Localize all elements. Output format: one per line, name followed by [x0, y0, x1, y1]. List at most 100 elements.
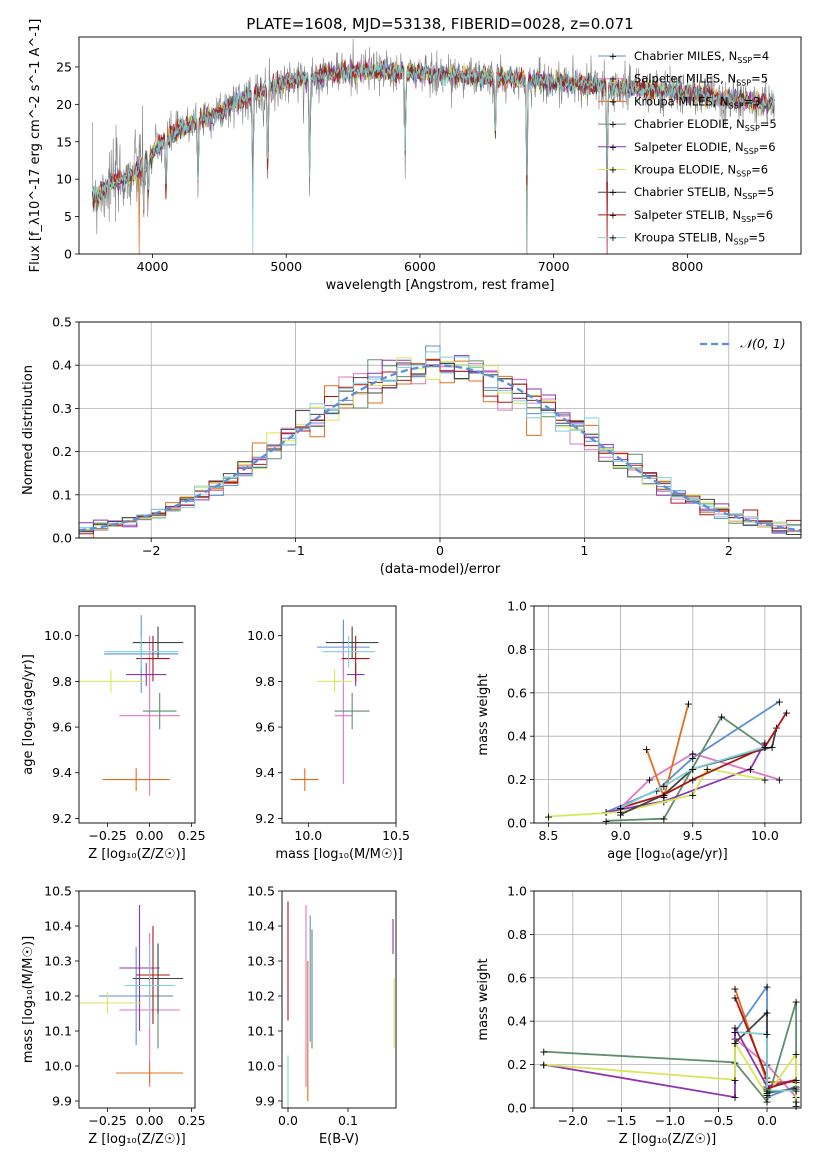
weight-point-marker: +	[792, 1085, 801, 1098]
weight-point-marker: +	[688, 789, 697, 802]
axes-frame	[533, 605, 802, 824]
histogram-step	[79, 351, 801, 536]
weight-point-marker: +	[762, 1089, 771, 1102]
legend-label: Kroupa STELIB, NSSP=5	[634, 231, 766, 247]
weight-series-line	[620, 711, 788, 809]
y-tick-label: 0.4	[52, 358, 72, 373]
legend-nssp-sub: SSP	[736, 170, 751, 179]
legend-nssp-prefix: , N	[725, 208, 741, 222]
legend-series-name: Salpeter STELIB	[634, 208, 725, 222]
y-tick-label: 0	[64, 247, 72, 262]
y-tick-label: 10.5	[247, 884, 275, 899]
x-axis-label: Z [log₁₀(Z/Z☉)]	[88, 1132, 185, 1147]
y-tick-label: 9.9	[52, 1094, 72, 1109]
y-tick-label: 0.6	[507, 970, 527, 985]
y-axis-label: Flux [f_λ10^-17 erg cm^-2 s^-1 A^-1]	[28, 19, 43, 273]
x-tick-label: −0.25	[88, 828, 126, 843]
y-tick-label: 0.2	[52, 444, 72, 459]
weight-point-marker: +	[760, 741, 769, 754]
x-axis-label: age [log₁₀(age/yr)]	[607, 847, 728, 862]
weight-point-marker: +	[792, 1095, 801, 1108]
weight-point-marker: +	[684, 698, 693, 711]
weight-point-marker: +	[652, 784, 661, 797]
weight-point-marker: +	[539, 1059, 548, 1072]
legend-label: Kroupa ELODIE, NSSP=6	[634, 163, 768, 179]
y-tick-label: 9.6	[52, 720, 72, 735]
weight-point-marker: +	[688, 774, 697, 787]
y-tick-label: 10.0	[44, 1059, 72, 1074]
y-tick-label: 25	[56, 59, 72, 74]
weight-point-marker: +	[768, 741, 777, 754]
chart-spectrum: 4000 5000 6000 7000 8000 0 5 10 15 20 25 wavelength…	[28, 19, 802, 293]
legend-nssp-eq: =	[749, 231, 759, 245]
x-tick-label: 10.0	[294, 828, 322, 843]
x-tick-label: 10.0	[751, 828, 779, 843]
y-tick-label: 0.1	[52, 487, 72, 502]
legend-label: Kroupa MILES, NSSP=3	[634, 94, 761, 110]
y-tick-label: 9.4	[255, 765, 275, 780]
y-axis-label: mass [log₁₀(M/M☉)]	[21, 936, 36, 1063]
x-tick-label: −0.25	[88, 1113, 126, 1128]
legend-nssp-sub: SSP	[736, 79, 751, 88]
legend-marker: +	[609, 188, 617, 199]
legend-series-name: Salpeter MILES	[634, 72, 720, 86]
weight-series-line	[543, 1039, 797, 1102]
weight-point-marker: +	[645, 774, 654, 787]
chart-weight-vs-Z: −2.0 −1.5 −1.0 −0.5 0.0 0.0 0.2 0.4 0.6 0.8 1.0 Z […	[476, 884, 802, 1147]
legend-label: Chabrier MILES, NSSP=4	[634, 49, 769, 65]
legend-nssp-prefix: , N	[720, 163, 736, 177]
x-tick-label: 7000	[538, 259, 570, 274]
x-tick-label: 0.0	[278, 1113, 298, 1128]
legend-label: Salpeter ELODIE, NSSP=6	[634, 140, 776, 156]
x-tick-label: 0	[436, 543, 444, 558]
weight-point-marker: +	[782, 706, 791, 719]
chart-age-vs-Z: −0.25 0.00 0.25 9.2 9.4 9.6 9.8 10.0 Z [log₁₀(Z/…	[21, 605, 206, 862]
y-tick-label: 10.0	[247, 628, 275, 643]
weight-point-marker: +	[616, 806, 625, 819]
weight-series-line	[548, 767, 766, 818]
weight-point-marker: +	[539, 1046, 548, 1059]
legend-marker: +	[609, 165, 617, 176]
x-axis-label: wavelength [Angstrom, rest frame]	[326, 278, 555, 293]
legend-nssp-eq: =	[751, 72, 761, 86]
weight-series-line	[606, 715, 766, 822]
y-tick-label: 10.3	[44, 954, 72, 969]
y-tick-label: 0.0	[52, 531, 72, 546]
y-tick-label: 0.5	[52, 315, 72, 330]
legend-label: Salpeter MILES, NSSP=5	[634, 72, 768, 88]
y-tick-label: 10.0	[247, 1059, 275, 1074]
axes-frame	[533, 890, 802, 1109]
x-tick-label: −1	[286, 543, 304, 558]
weight-point-marker: +	[775, 774, 784, 787]
legend-series-name: Kroupa ELODIE	[634, 163, 720, 177]
x-tick-label: −1.5	[606, 1113, 636, 1128]
weight-point-marker: +	[642, 743, 651, 756]
weight-point-marker: +	[616, 802, 625, 815]
legend-nssp-sub: SSP	[729, 101, 744, 110]
weight-point-marker: +	[730, 1037, 739, 1050]
x-axis-label: (data-model)/error	[380, 562, 501, 577]
legend-nssp-sub: SSP	[745, 124, 760, 133]
y-tick-label: 10.1	[247, 1024, 275, 1039]
weight-point-marker: +	[762, 980, 771, 993]
y-tick-label: 9.9	[255, 1094, 275, 1109]
weight-point-marker: +	[544, 810, 553, 823]
weight-series-line	[543, 1001, 797, 1106]
weight-point-marker: +	[792, 996, 801, 1009]
weight-point-marker: +	[659, 813, 668, 826]
x-tick-label: 8000	[671, 259, 703, 274]
weight-series-line	[734, 1031, 797, 1092]
x-tick-label: −0.5	[703, 1113, 733, 1128]
y-tick-label: 9.8	[52, 674, 72, 689]
weight-point-marker: +	[762, 1095, 771, 1108]
legend-nssp-sub: SSP	[741, 215, 756, 224]
x-tick-label: 0.00	[136, 828, 164, 843]
x-tick-label: 10.5	[382, 828, 410, 843]
weight-point-marker: +	[730, 1026, 739, 1039]
legend-nssp-eq: =	[744, 94, 754, 108]
weight-point-marker: +	[760, 737, 769, 750]
legend-nssp-prefix: , N	[713, 94, 729, 108]
legend-nssp-value: 6	[768, 140, 775, 154]
y-tick-label: 0.8	[507, 927, 527, 942]
y-tick-label: 15	[56, 134, 72, 149]
